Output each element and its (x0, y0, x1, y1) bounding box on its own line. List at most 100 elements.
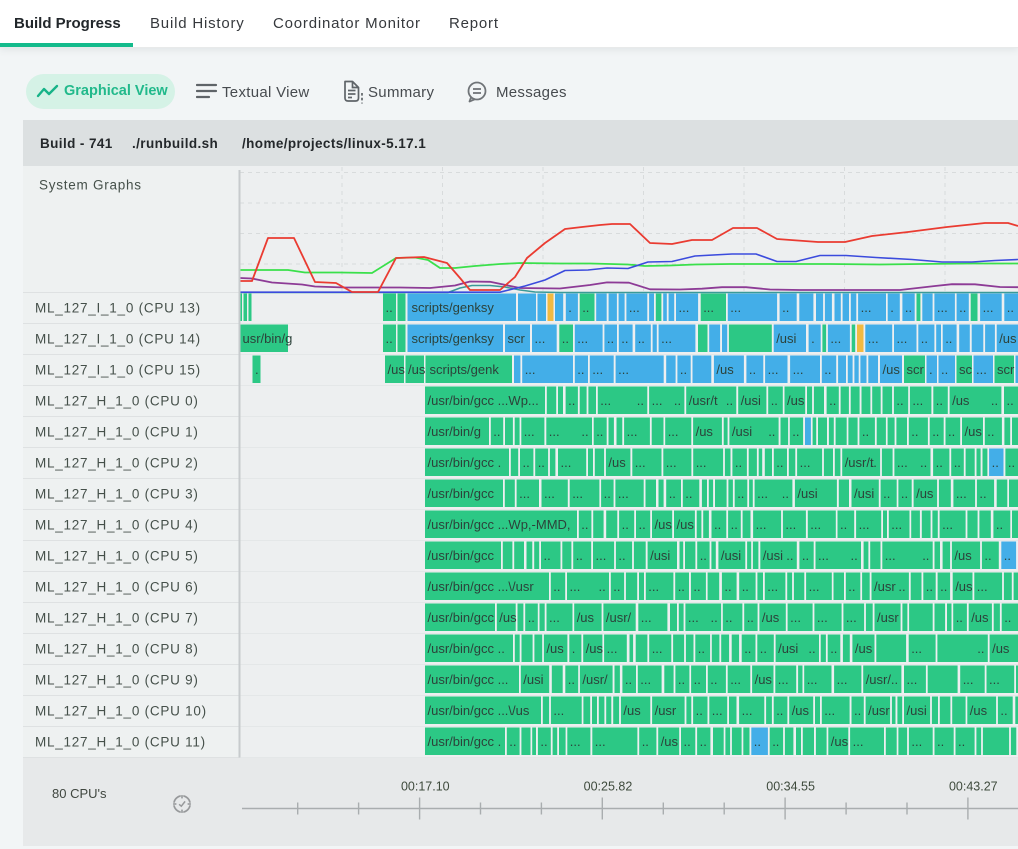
svg-text:/us: /us (586, 641, 604, 656)
svg-text:/usr/bin/gcc .: /usr/bin/gcc . (428, 734, 502, 749)
svg-text:/us: /us (762, 610, 780, 625)
svg-text:...: ... (810, 517, 821, 532)
svg-text:..: .. (987, 424, 994, 439)
svg-text:..: .. (562, 331, 569, 346)
svg-text:...: ... (897, 331, 908, 346)
svg-text:..: .. (901, 486, 908, 501)
svg-text:/us: /us (970, 703, 988, 718)
svg-text:..: .. (829, 393, 836, 408)
svg-text:/usr/t: /usr/t (689, 393, 718, 408)
svg-text:/us: /us (655, 517, 673, 532)
svg-text:...: ... (897, 455, 908, 470)
svg-text:...: ... (785, 517, 796, 532)
svg-text:...: ... (648, 579, 659, 594)
svg-text:/usi: /usi (797, 486, 817, 501)
svg-text:/usi: /usi (776, 331, 796, 346)
svg-text:..: .. (678, 672, 685, 687)
svg-text:/usi: /usi (741, 393, 761, 408)
svg-text:..: .. (776, 455, 783, 470)
svg-text:...: ... (730, 300, 741, 315)
svg-text:..: .. (625, 672, 632, 687)
svg-text:/usi: /usi (778, 641, 798, 656)
svg-text:00:34.55: 00:34.55 (766, 779, 815, 793)
svg-text:...: ... (963, 672, 974, 687)
svg-text:...: ... (592, 362, 603, 377)
svg-text:..: .. (870, 455, 877, 470)
svg-text:..: .. (905, 300, 912, 315)
svg-text:...: ... (817, 610, 828, 625)
svg-text:..: .. (824, 362, 831, 377)
svg-text:/usr/bin/gcc ...\/us: /usr/bin/gcc ...\/us (428, 703, 530, 718)
svg-text:...: ... (976, 362, 987, 377)
svg-text:..: .. (1004, 610, 1011, 625)
svg-text:..: .. (607, 331, 614, 346)
svg-text:...: ... (790, 610, 801, 625)
svg-text:/us: /us (883, 362, 901, 377)
svg-text:/us: /us (577, 610, 595, 625)
svg-text:/usr/bin/gcc ..: /usr/bin/gcc .. (428, 641, 505, 656)
svg-text:..: .. (898, 579, 905, 594)
svg-text:..: .. (568, 672, 575, 687)
svg-text:...: ... (577, 331, 588, 346)
svg-text:..: .. (639, 517, 646, 532)
svg-text:..: .. (959, 300, 966, 315)
svg-text:..: .. (1007, 300, 1014, 315)
svg-text:/usr: /usr (874, 579, 896, 594)
svg-text:/us: /us (608, 455, 626, 470)
svg-text:..: .. (772, 734, 779, 749)
svg-text:/usr/bin/gcc ...\/usr: /usr/bin/gcc ...\/usr (428, 579, 535, 594)
svg-text:/usr/: /usr/ (606, 610, 632, 625)
svg-text:/us: /us (955, 579, 973, 594)
svg-text:scr: scr (907, 362, 925, 377)
svg-text:...: ... (652, 641, 663, 656)
svg-text:..: .. (848, 579, 855, 594)
svg-text:...: ... (912, 393, 923, 408)
svg-text:/us: /us (792, 703, 810, 718)
svg-text:/usi: /usi (907, 703, 927, 718)
svg-text:..: .. (996, 517, 1003, 532)
svg-text:/usr/t: /usr/t (845, 455, 874, 470)
svg-text:..: .. (621, 331, 628, 346)
svg-text:..: .. (749, 362, 756, 377)
svg-text:..: .. (802, 548, 809, 563)
svg-text:..: .. (523, 455, 530, 470)
svg-text:...: ... (885, 548, 896, 563)
svg-text:ML_127_H_1_0 (CPU 1): ML_127_H_1_0 (CPU 1) (35, 425, 199, 440)
svg-text:/usr: /usr (655, 703, 677, 718)
svg-text:...: ... (703, 300, 714, 315)
svg-text:..: .. (725, 610, 732, 625)
svg-text:/us: /us (408, 362, 426, 377)
svg-text:..: .. (991, 393, 998, 408)
svg-text:..: .. (618, 548, 625, 563)
svg-text:..: .. (493, 424, 500, 439)
svg-text:...: ... (942, 517, 953, 532)
svg-text:...: ... (757, 486, 768, 501)
svg-text:...: ... (907, 672, 918, 687)
svg-text:/us: /us (677, 517, 695, 532)
svg-text:..: .. (782, 300, 789, 315)
svg-text:..: .. (742, 579, 749, 594)
svg-text:/us: /us (952, 393, 970, 408)
svg-text:...: ... (730, 672, 741, 687)
svg-text:.: . (255, 362, 259, 377)
svg-text:..: .. (582, 300, 589, 315)
svg-text:...: ... (861, 300, 872, 315)
svg-text:...: ... (837, 672, 848, 687)
svg-text:..: .. (958, 734, 965, 749)
svg-text:..: .. (979, 486, 986, 501)
svg-text:...: ... (824, 703, 835, 718)
svg-text:..: .. (637, 393, 644, 408)
svg-text:usr/bin/g: usr/bin/g (243, 331, 293, 346)
svg-text:...: ... (911, 641, 922, 656)
svg-text:...: ... (524, 424, 535, 439)
svg-text:..: .. (792, 424, 799, 439)
svg-text:...: ... (696, 455, 707, 470)
svg-text:...: ... (742, 703, 753, 718)
svg-text:scripts/genksy: scripts/genksy (412, 331, 495, 346)
svg-text:...: ... (607, 641, 618, 656)
svg-text:/us: /us (787, 393, 805, 408)
svg-text:..: .. (984, 548, 991, 563)
svg-text:ML_127_I_1_0 (CPU 14): ML_127_I_1_0 (CPU 14) (35, 332, 201, 347)
svg-text:80 CPU's: 80 CPU's (52, 786, 107, 801)
svg-text:..: .. (1007, 393, 1014, 408)
